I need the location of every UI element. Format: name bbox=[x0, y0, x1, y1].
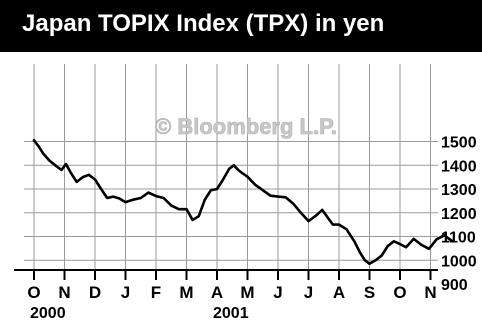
plot-area bbox=[0, 52, 482, 320]
chart-title: Japan TOPIX Index (TPX) in yen bbox=[22, 10, 385, 37]
y-tick-label: 1500 bbox=[441, 135, 477, 152]
x-tick-label: O bbox=[27, 283, 40, 302]
title-bar: Japan TOPIX Index (TPX) in yen bbox=[0, 0, 482, 52]
x-year-label: 2000 bbox=[30, 305, 66, 320]
y-tick-label: 1200 bbox=[441, 206, 477, 223]
x-tick-label: M bbox=[240, 283, 254, 302]
series-line bbox=[32, 139, 454, 266]
x-tick-label: J bbox=[304, 283, 313, 302]
y-axis: 1500 1400 1300 1200 1100 1000 900 bbox=[441, 135, 477, 295]
x-tick-label: F bbox=[151, 283, 161, 302]
grid-lines bbox=[24, 64, 438, 270]
y-tick-label: 1300 bbox=[441, 182, 477, 199]
x-tick-label: A bbox=[211, 283, 223, 302]
y-tick-label: 1000 bbox=[441, 253, 477, 270]
x-tick-label: D bbox=[89, 283, 101, 302]
x-tick-label: S bbox=[364, 283, 375, 302]
x-tick-label: J bbox=[121, 283, 130, 302]
x-tick-label: A bbox=[333, 283, 345, 302]
x-tick-label: N bbox=[424, 283, 436, 302]
series-line-group bbox=[32, 139, 454, 266]
x-tick-label: O bbox=[393, 283, 406, 302]
watermark-text: © Bloomberg L.P. bbox=[155, 114, 337, 139]
y-tick-label: 1100 bbox=[441, 230, 476, 247]
x-year-label: 2001 bbox=[213, 305, 249, 320]
x-tick-label: J bbox=[273, 283, 282, 302]
y-tick-label: 900 bbox=[441, 277, 468, 294]
x-tick-label: M bbox=[179, 283, 193, 302]
y-tick-label: 1400 bbox=[441, 158, 477, 175]
x-tick-label: N bbox=[58, 283, 70, 302]
